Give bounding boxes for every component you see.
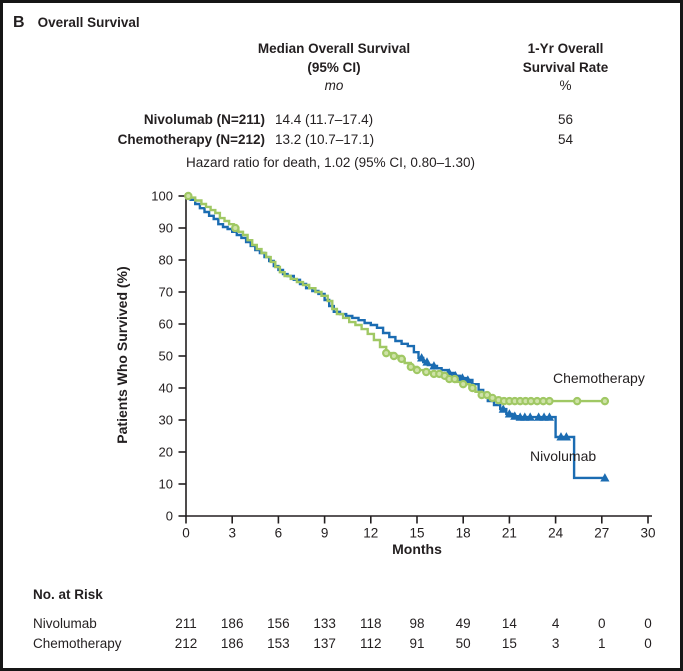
y-tick-label: 10 (159, 477, 173, 492)
censor-mark-nivolumab (504, 409, 514, 418)
censor-mark-chemotherapy (600, 396, 610, 406)
censor-mark-nivolumab (600, 473, 610, 482)
y-tick-label: 60 (159, 317, 173, 332)
curve-label-chemotherapy: Chemotherapy (553, 370, 645, 386)
censor-mark-chemotherapy (422, 367, 431, 377)
censor-mark-chemotherapy (231, 223, 240, 233)
median-survival-header-line1: Median Overall Survival (257, 41, 411, 56)
censor-mark-nivolumab (422, 357, 432, 366)
censor-mark-nivolumab (457, 373, 468, 382)
risk-count-nivolumab-15mo: 98 (409, 616, 425, 631)
x-tick-label: 15 (409, 526, 424, 541)
risk-count-nivolumab-0mo: 211 (175, 616, 197, 631)
risk-count-chemotherapy-12mo: 112 (360, 636, 382, 651)
x-tick-label: 21 (502, 526, 517, 541)
censor-mark-chemotherapy (406, 362, 416, 372)
censor-mark-nivolumab (561, 432, 571, 441)
risk-count-nivolumab-9mo: 133 (313, 616, 336, 631)
summary-row-label-chemotherapy: Chemotherapy (N=212) (117, 132, 265, 147)
x-tick-label: 30 (640, 526, 655, 541)
risk-count-chemotherapy-30mo: 0 (644, 636, 652, 651)
censor-mark-chemotherapy (184, 191, 193, 201)
risk-count-nivolumab-30mo: 0 (644, 616, 652, 631)
risk-count-nivolumab-18mo: 49 (455, 616, 471, 631)
censor-mark-nivolumab (544, 412, 555, 421)
censor-mark-chemotherapy (382, 348, 391, 358)
survival-curve-nivolumab (186, 194, 605, 480)
panel-header: B Overall Survival (13, 14, 140, 32)
risk-count-nivolumab-3mo: 186 (220, 616, 244, 631)
censor-mark-nivolumab (498, 404, 508, 413)
risk-count-nivolumab-12mo: 118 (360, 616, 382, 631)
risk-count-chemotherapy-6mo: 153 (267, 636, 290, 651)
one-year-rate-unit: % (559, 78, 572, 93)
risk-row-label-nivolumab: Nivolumab (33, 616, 97, 631)
risk-count-nivolumab-21mo: 14 (501, 616, 517, 631)
x-tick-label: 3 (228, 526, 236, 541)
x-tick-label: 6 (275, 526, 283, 541)
summary-row-label-nivolumab: Nivolumab (N=211) (143, 112, 265, 127)
median-survival-header-line2: (95% CI) (307, 60, 361, 75)
risk-count-chemotherapy-27mo: 1 (598, 636, 606, 651)
x-tick-label: 27 (594, 526, 609, 541)
y-axis-title: Patients Who Survived (%) (114, 266, 130, 444)
censor-mark-nivolumab (510, 411, 520, 420)
x-tick-label: 18 (456, 526, 471, 541)
summary-row-median-nivolumab: 14.4 (11.7–17.4) (275, 112, 374, 127)
y-tick-label: 80 (159, 253, 173, 268)
y-tick-label: 20 (159, 445, 173, 460)
x-tick-label: 24 (548, 526, 564, 541)
one-year-rate-header-line2: Survival Rate (522, 60, 609, 75)
summary-row-median-chemotherapy: 13.2 (10.7–17.1) (275, 132, 375, 147)
censor-mark-chemotherapy (545, 396, 554, 406)
censor-mark-chemotherapy (397, 354, 406, 364)
curve-label-nivolumab: Nivolumab (530, 448, 597, 464)
risk-count-chemotherapy-21mo: 15 (501, 636, 517, 651)
censor-mark-chemotherapy (389, 351, 399, 361)
one-year-rate-header-line1: 1-Yr Overall (527, 41, 604, 56)
y-tick-label: 50 (159, 349, 173, 364)
censor-mark-chemotherapy (412, 365, 422, 375)
y-tick-label: 30 (159, 413, 173, 428)
censor-mark-chemotherapy (468, 383, 477, 393)
y-tick-label: 70 (159, 285, 173, 300)
x-tick-label: 9 (321, 526, 329, 541)
median-survival-unit: mo (324, 78, 344, 93)
risk-count-nivolumab-6mo: 156 (267, 616, 290, 631)
x-tick-label: 0 (182, 526, 190, 541)
hazard-ratio-note: Hazard ratio for death, 1.02 (95% CI, 0.… (186, 155, 475, 170)
risk-count-chemotherapy-15mo: 91 (409, 636, 425, 651)
y-tick-label: 40 (159, 381, 173, 396)
x-tick-label: 12 (363, 526, 378, 541)
risk-count-chemotherapy-18mo: 50 (455, 636, 471, 651)
risk-count-nivolumab-24mo: 4 (551, 616, 560, 631)
panel-title: Overall Survival (37, 15, 140, 30)
risk-table-title: No. at Risk (33, 587, 103, 602)
risk-count-chemotherapy-24mo: 3 (551, 636, 560, 651)
one-year-rate-column-header: 1-Yr Overall Survival Rate (483, 39, 648, 77)
censor-mark-nivolumab (417, 353, 427, 362)
risk-count-chemotherapy-0mo: 212 (174, 636, 198, 651)
censor-mark-nivolumab (525, 412, 535, 421)
y-tick-label: 90 (159, 221, 173, 236)
censor-mark-chemotherapy (572, 396, 582, 406)
censor-mark-chemotherapy (459, 379, 468, 389)
y-tick-label: 100 (151, 189, 173, 204)
panel-letter: B (13, 14, 25, 31)
risk-count-nivolumab-27mo: 0 (598, 616, 606, 631)
km-survival-chart: 0 10 20 30 40 50 60 70 80 90 100 0 3 6 9 12 15 18 21 24 27 30 (151, 189, 655, 541)
censor-mark-chemotherapy (450, 374, 459, 384)
risk-count-chemotherapy-3mo: 186 (220, 636, 244, 651)
summary-row-rate-nivolumab: 56 (557, 112, 574, 127)
risk-count-chemotherapy-9mo: 137 (313, 636, 336, 651)
y-tick-label: 0 (166, 509, 173, 524)
risk-row-label-chemotherapy: Chemotherapy (33, 636, 122, 651)
x-axis-title: Months (392, 541, 442, 557)
survival-curve-chemotherapy (186, 194, 605, 403)
median-survival-column-header: Median Overall Survival (95% CI) (204, 39, 464, 77)
summary-row-rate-chemotherapy: 54 (557, 132, 574, 147)
censor-mark-nivolumab (429, 361, 439, 370)
